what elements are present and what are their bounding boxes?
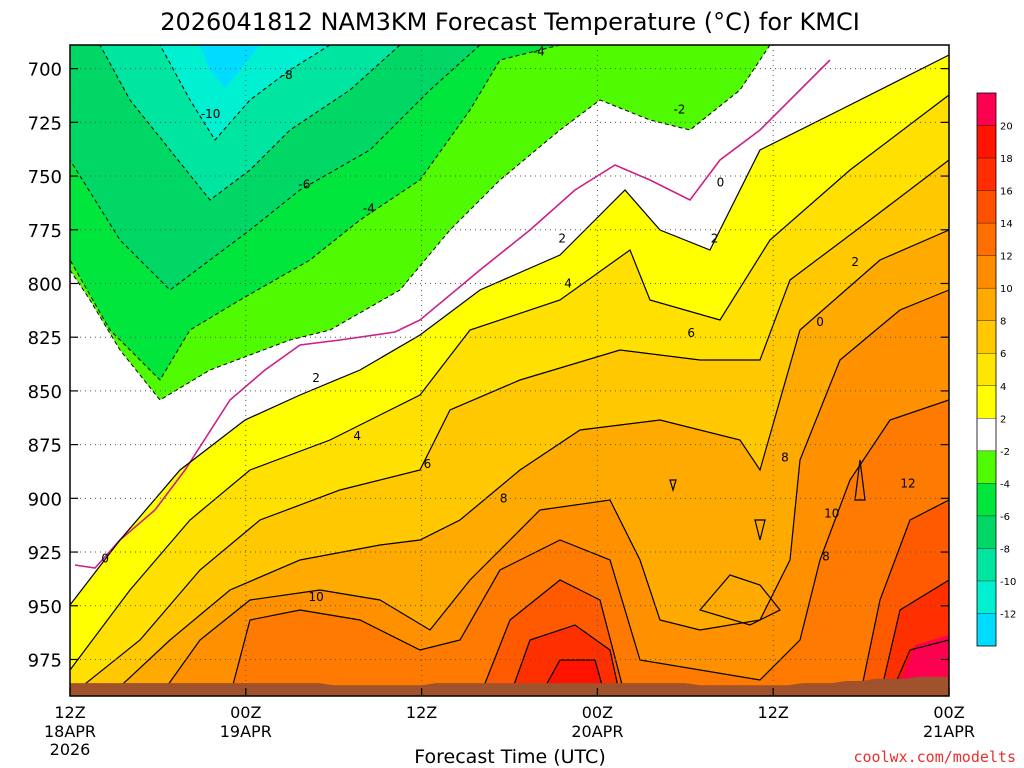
colorbar-swatch — [977, 320, 996, 354]
contour-label: 2 — [711, 231, 719, 245]
x-axis-label: Forecast Time (UTC) — [414, 746, 605, 768]
colorbar-frame — [976, 92, 997, 647]
x-tick-label-time: 12Z — [54, 703, 85, 722]
y-tick-label: 800 — [28, 274, 62, 295]
y-tick-label: 775 — [28, 221, 62, 242]
colorbar-swatch — [977, 515, 996, 549]
y-tick-label: 700 — [28, 60, 62, 81]
colorbar-label: -12 — [1000, 609, 1016, 620]
x-tick-label-time: 12Z — [758, 703, 789, 722]
fill-band-8-10 — [110, 230, 949, 696]
contour-label: 0 — [816, 315, 824, 329]
colorbar-label: 2 — [1000, 414, 1006, 425]
colorbar-swatch — [977, 93, 996, 126]
plot-area: -10 -8 -6 -4 -4 -2 2 0 0 2 4 6 8 10 2 4 6 0 2 8 10 8 12 — [70, 44, 949, 696]
contour-label: -6 — [298, 178, 310, 192]
contour-label: 6 — [687, 326, 695, 340]
contour-label: 8 — [781, 451, 789, 465]
colorbar-swatch — [977, 580, 996, 614]
contour-0 — [74, 59, 831, 569]
x-tick-label-date: 19APR — [220, 722, 272, 741]
colorbar-swatch — [977, 450, 996, 484]
contour-label: 0 — [717, 176, 725, 190]
contour-label: -8 — [281, 68, 293, 82]
colorbar-swatch — [977, 548, 996, 581]
colorbar-label: 6 — [1000, 349, 1006, 360]
colorbar-label: 12 — [1000, 252, 1013, 263]
y-tick-label: 850 — [28, 382, 62, 403]
colorbar: -12 -10 -8 -6 -4 -2 2 4 6 8 10 12 14 16 18 20 — [976, 92, 1016, 647]
colorbar-swatch — [977, 158, 996, 191]
colorbar-label: 18 — [1000, 154, 1013, 165]
colorbar-swatch — [977, 483, 996, 516]
colorbar-swatch — [977, 613, 996, 646]
credit-text: coolwx.com/modelts — [853, 748, 1016, 766]
colorbar-label: 14 — [1000, 219, 1013, 230]
y-tick-label: 925 — [28, 543, 62, 564]
contour-label: -10 — [201, 107, 221, 121]
y-tick-label: 825 — [28, 328, 62, 349]
contour-label: 4 — [353, 429, 361, 443]
contour-label: -4 — [363, 201, 375, 215]
y-tick-label: 975 — [28, 650, 62, 671]
colorbar-label: 20 — [1000, 122, 1013, 133]
colorbar-swatch — [977, 190, 996, 224]
contour-label: 6 — [424, 457, 432, 471]
colorbar-swatch — [977, 223, 996, 256]
x-tick-label-time: 00Z — [933, 703, 964, 722]
contour-label: 8 — [500, 491, 508, 505]
contour-labels: -10 -8 -6 -4 -4 -2 2 0 0 2 4 6 8 10 2 4 6 0 2 8 10 8 12 — [101, 44, 915, 604]
colorbar-label: 10 — [1000, 284, 1013, 295]
colorbar-label: 8 — [1000, 317, 1006, 328]
contour-label: 10 — [824, 506, 839, 520]
contour-label: 8 — [822, 549, 830, 563]
fill-band-minus14-minus12 — [200, 45, 260, 88]
contour-label: 0 — [101, 551, 109, 565]
colorbar-swatch — [977, 353, 996, 386]
grid — [70, 45, 949, 696]
contour-label: 2 — [558, 231, 566, 245]
colorbar-swatch — [977, 288, 996, 321]
colorbar-label: 16 — [1000, 187, 1013, 198]
contour-label: -2 — [673, 102, 685, 116]
contour-label: 2 — [312, 371, 320, 385]
colorbar-label: -8 — [1000, 544, 1010, 555]
colorbar-swatch — [977, 255, 996, 289]
y-tick-label: 875 — [28, 436, 62, 457]
x-tick-label-date: 21APR — [923, 722, 975, 741]
colorbar-label: 4 — [1000, 382, 1006, 393]
contour-label: 2 — [851, 255, 859, 269]
y-tick-label: 950 — [28, 597, 62, 618]
x-tick-label-date: 18APR — [44, 722, 96, 741]
colorbar-swatch — [977, 125, 996, 159]
colorbar-label: -6 — [1000, 512, 1010, 523]
x-tick-label-date: 20APR — [571, 722, 623, 741]
plot-frame — [69, 44, 950, 697]
contour-warm-lines — [70, 54, 949, 696]
colorbar-label: -4 — [1000, 479, 1010, 490]
x-tick-label-time: 00Z — [230, 703, 261, 722]
colorbar-label: -2 — [1000, 447, 1010, 458]
y-tick-label: 900 — [28, 489, 62, 510]
ground-terrain — [70, 676, 949, 696]
colorbar-swatch — [977, 385, 996, 419]
y-tick-label: 725 — [28, 113, 62, 134]
contour-label: 10 — [308, 590, 323, 604]
x-tick-label-time: 00Z — [582, 703, 613, 722]
colorbar-swatch — [977, 418, 996, 451]
colorbar-label: -10 — [1000, 577, 1016, 588]
x-tick-label-year: 2026 — [50, 740, 91, 759]
contour-label: 4 — [564, 276, 572, 290]
x-tick-label-time: 12Z — [406, 703, 437, 722]
y-tick-label: 750 — [28, 167, 62, 188]
contour-label: 12 — [900, 476, 915, 490]
contour-label: -4 — [533, 44, 545, 58]
chart-title: 2026041812 NAM3KM Forecast Temperature (… — [160, 8, 860, 36]
fill-band-minus12-minus10 — [160, 45, 330, 140]
